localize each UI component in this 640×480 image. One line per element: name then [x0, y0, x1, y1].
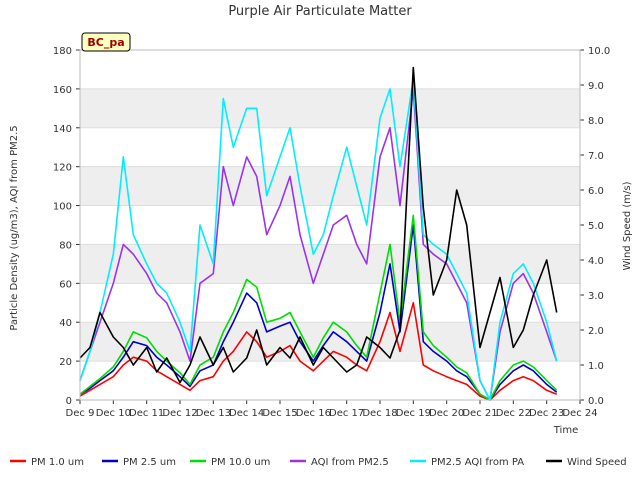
y-right-tick-label: 8.0: [588, 116, 604, 127]
background-bands: [80, 50, 580, 400]
y-axis-right-label: Wind Speed (m/s): [622, 181, 633, 270]
y-left-tick-label: 0: [66, 396, 72, 407]
y-right-tick-label: 7.0: [588, 151, 604, 162]
y-right-tick-label: 6.0: [588, 186, 604, 197]
x-tick-label: Dec 11: [129, 408, 164, 419]
y-left-tick-label: 140: [53, 124, 72, 135]
y-right-tick-label: 5.0: [588, 221, 604, 232]
y-left-tick-label: 40: [59, 318, 72, 329]
x-tick-label: Dec 22: [496, 408, 531, 419]
y-right-tick-label: 9.0: [588, 81, 604, 92]
legend: PM 1.0 um PM 2.5 um PM 10.0 um AQI from PM2…: [10, 457, 627, 468]
series-line-pm2-5-aqi-from-pa: [79, 78, 558, 401]
y-left-tick-label: 80: [59, 240, 72, 251]
band: [80, 127, 580, 167]
series-line-pm-10-0-um: [79, 214, 558, 401]
y-left-tick-label: 100: [53, 202, 72, 213]
y-right-tick-label: 4.0: [588, 256, 604, 267]
x-tick-label: Dec 12: [162, 408, 197, 419]
x-tick-label: Dec 16: [296, 408, 331, 419]
x-tick-label: Dec 18: [362, 408, 397, 419]
x-tick-label: Dec 19: [396, 408, 431, 419]
x-tick-label: Dec 9: [66, 408, 95, 419]
y-left-tick-label: 120: [53, 163, 72, 174]
legend-label: Wind Speed: [567, 457, 627, 468]
band: [80, 244, 580, 284]
legend-label: PM 2.5 um: [123, 457, 176, 468]
plot-frame: [79, 49, 581, 401]
band: [80, 205, 580, 245]
y-right-tick-label: 2.0: [588, 326, 604, 337]
legend-label: PM 10.0 um: [211, 457, 270, 468]
band: [80, 50, 580, 89]
y-axis-left-label: Particle Density (ug/m3), AQI from PM2.5: [9, 125, 20, 330]
y-right-tick-label: 0.0: [588, 396, 604, 407]
series-line-wind-speed: [79, 66, 558, 384]
x-tick-label: Dec 24: [562, 408, 597, 419]
x-tick-label: Dec 23: [529, 408, 564, 419]
y-axis-right: 0.0 1.0 2.0 3.0 4.0 5.0 6.0 7.0 8.0 9.0 10.0: [580, 46, 610, 407]
x-tick-label: Dec 10: [96, 408, 131, 419]
y-left-tick-label: 160: [53, 85, 72, 96]
x-tick-label: Dec 20: [429, 408, 464, 419]
x-tick-label: Dec 15: [262, 408, 297, 419]
series-group: [79, 66, 558, 401]
x-tick-label: Dec 13: [196, 408, 231, 419]
y-right-tick-label: 10.0: [588, 46, 610, 57]
legend-label: PM2.5 AQI from PA: [431, 457, 524, 468]
chart-title: Purple Air Particulate Matter: [228, 4, 412, 19]
band: [80, 166, 580, 206]
y-right-tick-label: 1.0: [588, 361, 604, 372]
x-tick-label: Dec 21: [462, 408, 497, 419]
x-tick-label: Dec 14: [229, 408, 264, 419]
legend-label: PM 1.0 um: [31, 457, 84, 468]
x-axis-label: Time: [553, 425, 578, 436]
y-left-tick-label: 180: [53, 46, 72, 57]
site-label-box: BC_pa: [81, 32, 131, 52]
series-line-pm-1-0-um: [79, 301, 557, 401]
y-left-tick-label: 60: [59, 279, 72, 290]
y-left-tick-label: 20: [59, 357, 72, 368]
x-tick-label: Dec 17: [329, 408, 364, 419]
legend-label: AQI from PM2.5: [311, 457, 389, 468]
y-right-tick-label: 3.0: [588, 291, 604, 302]
y-axis-left: 0 20 40 60 80 100 120 140 160 180: [53, 46, 80, 407]
site-label: BC_pa: [87, 36, 124, 49]
band: [80, 88, 580, 128]
